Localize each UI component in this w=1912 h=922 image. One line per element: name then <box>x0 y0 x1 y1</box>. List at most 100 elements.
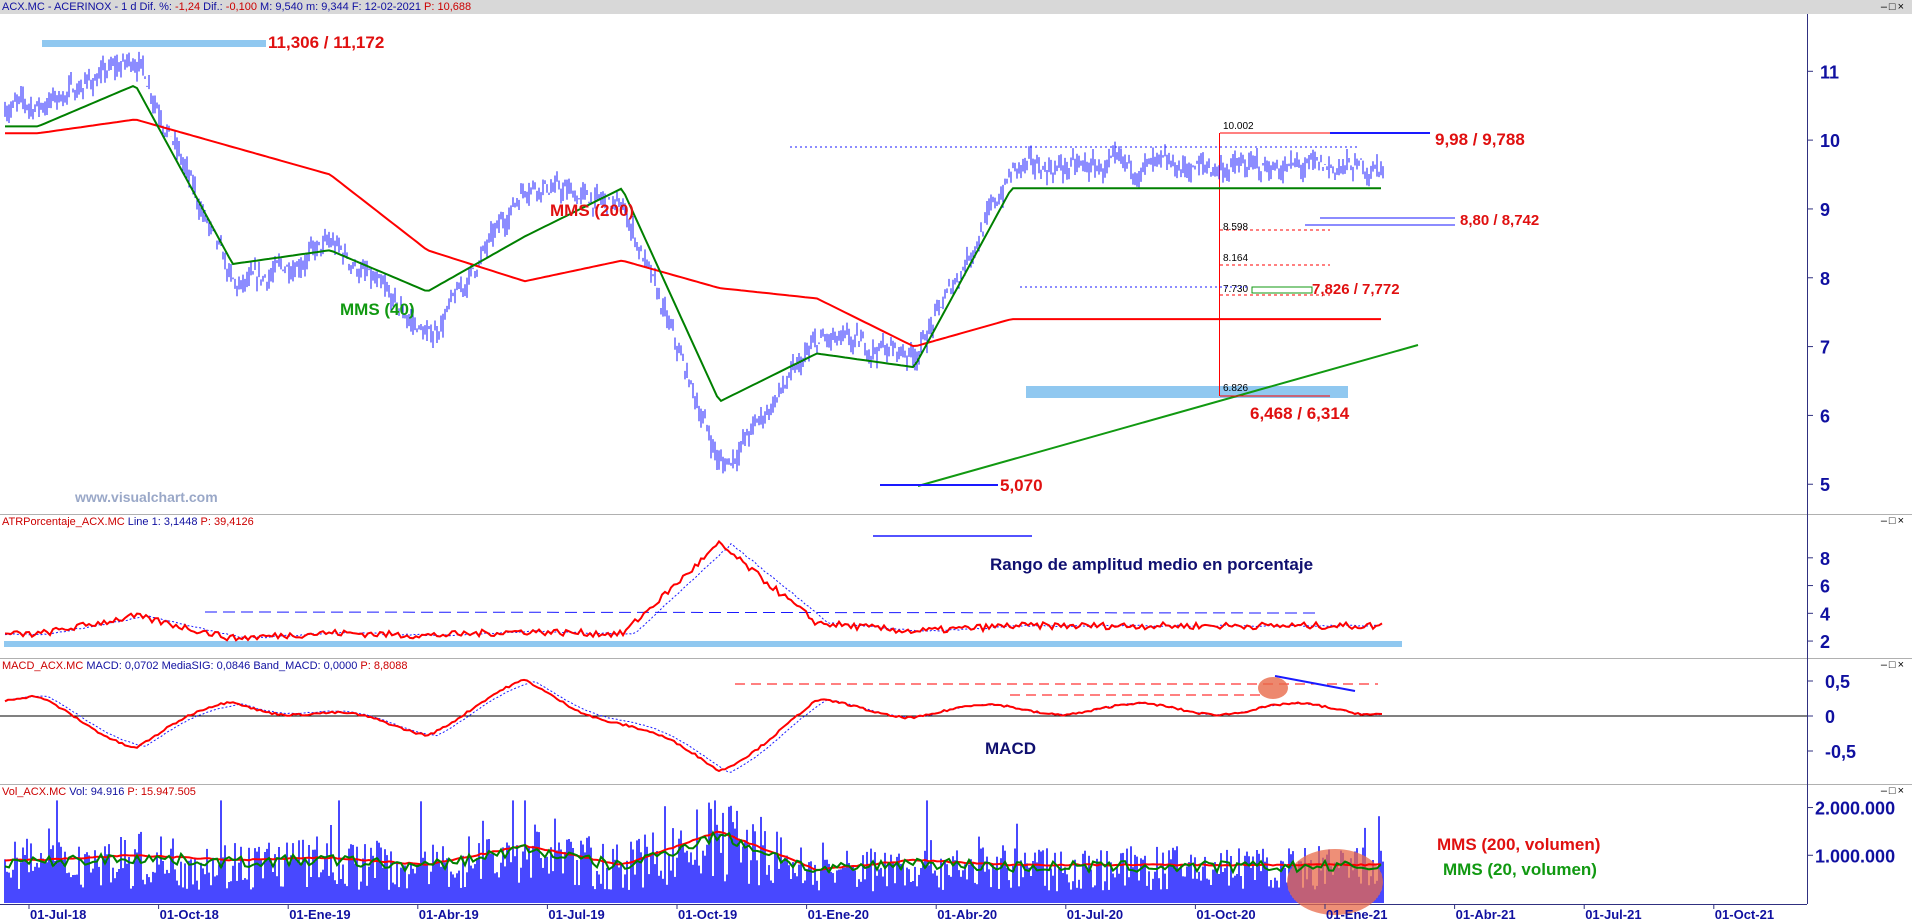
fib-label-top: 10.002 <box>1223 121 1254 132</box>
vol-p-label: P: <box>127 786 138 798</box>
x-tick-label: 01-Abr-21 <box>1456 907 1516 922</box>
macd-line <box>4 678 1383 773</box>
atr-tick-label: 8 <box>1820 549 1830 569</box>
macd-y-axis: 0,5 0 -0,5 <box>1807 672 1856 762</box>
x-tick-label: 01-Oct-21 <box>1715 907 1774 922</box>
macd-label: MACD: <box>86 660 122 672</box>
x-tick-label: 01-Jul-18 <box>30 907 86 922</box>
y-tick-label: 10 <box>1820 131 1840 151</box>
x-tick-label: 01-Abr-19 <box>419 907 479 922</box>
x-axis: 01-Jul-18 01-Oct-18 01-Ene-19 01-Abr-19 01-J… <box>28 904 1774 922</box>
volume-bars <box>4 800 1384 903</box>
atr-annotation: Rango de amplitud medio en porcentaje <box>990 555 1313 574</box>
fibonacci-retracement: 10.002 8.598 8.164 7.730 6.826 <box>1219 121 1330 397</box>
fib-label-3: 7.730 <box>1223 284 1248 295</box>
x-tick-label: 01-Jul-20 <box>1067 907 1123 922</box>
macd-sig-value: 0,0846 <box>216 660 251 672</box>
x-tick-label: 01-Ene-19 <box>289 907 350 922</box>
macd-band-label: Band_MACD: <box>253 660 321 672</box>
macd-panel-header: MACD_ACX.MC MACD: 0,0702 MediaSIG: 0,084… <box>0 659 1800 673</box>
x-tick-label: 01-Oct-18 <box>160 907 219 922</box>
atr-p-value: 39,4126 <box>214 516 254 528</box>
atr-line-value: 3,1448 <box>163 516 198 528</box>
resistance-zone-high <box>42 40 266 47</box>
dif-pct-value: -1,24 <box>175 1 201 13</box>
ascending-trendline <box>917 344 1419 487</box>
label-mms200: MMS (200) <box>550 201 634 220</box>
min-label: m: <box>305 1 319 13</box>
atr-y-axis: 8 6 4 2 <box>1807 549 1830 652</box>
price-value: 10,688 <box>437 1 472 13</box>
macd-tick-label: 0 <box>1825 707 1835 727</box>
label-fib-zone: 7,826 / 7,772 <box>1312 281 1400 298</box>
y-tick-label: 11 <box>1820 62 1839 82</box>
macd-value: 0,0702 <box>124 660 159 672</box>
fib-label-2: 8.164 <box>1223 253 1248 264</box>
mms40-line <box>5 84 1381 403</box>
date-label: F: <box>351 1 362 13</box>
macd-tick-label: 0,5 <box>1825 672 1850 692</box>
macd-annotation: MACD <box>985 739 1036 758</box>
panel-separators <box>0 514 1912 785</box>
min-value: 9,344 <box>321 1 349 13</box>
atr-window-buttons[interactable]: –□× <box>1880 515 1906 527</box>
atr-line-label: Line 1: <box>127 516 161 528</box>
support-zone <box>1026 386 1348 398</box>
atr-p-label: P: <box>200 516 211 528</box>
watermark: www.visualchart.com <box>74 489 218 505</box>
x-tick-label: 01-Ene-20 <box>808 907 869 922</box>
fib-label-bottom: 6.826 <box>1223 383 1248 394</box>
y-tick-label: 8 <box>1820 269 1830 289</box>
x-tick-label: 01-Ene-21 <box>1326 907 1387 922</box>
label-resist: 9,98 / 9,788 <box>1435 130 1525 149</box>
macd-divergence-line <box>1274 675 1356 692</box>
atr-dashed-line <box>204 611 1319 614</box>
macd-highlight <box>1258 677 1288 699</box>
atr-tick-label: 2 <box>1820 632 1830 652</box>
y-tick-label: 7 <box>1820 338 1830 358</box>
vol-label-mms200: MMS (200, volumen) <box>1437 835 1600 854</box>
vol-window-buttons[interactable]: –□× <box>1880 785 1906 797</box>
max-label: M: <box>260 1 273 13</box>
window-buttons[interactable]: –□× <box>1880 1 1906 13</box>
y-tick-label: 5 <box>1820 475 1830 495</box>
main-y-axis: 11 10 9 8 7 6 5 <box>1807 62 1840 495</box>
vol-p-value: 15.947.505 <box>140 786 196 798</box>
x-tick-label: 01-Jul-19 <box>548 907 604 922</box>
macd-band-value: 0,0000 <box>323 660 358 672</box>
label-support-2: 6,468 / 6,314 <box>1250 404 1350 423</box>
fib-label-1: 8.598 <box>1223 222 1248 233</box>
y-tick-label: 9 <box>1820 200 1830 220</box>
label-support-1: 8,80 / 8,742 <box>1460 212 1539 229</box>
dif-label: Dif.: <box>203 1 223 13</box>
macd-tick-label: -0,5 <box>1825 742 1856 762</box>
vol-tick-label: 2.000.000 <box>1815 799 1895 819</box>
atr-base-zone <box>4 641 1402 647</box>
label-low: 5,070 <box>1000 476 1043 495</box>
vol-panel-header: Vol_ACX.MC Vol: 94.916 P: 15.947.505 <box>0 785 1800 799</box>
fib-zone-box <box>1251 286 1313 294</box>
macd-name: MACD_ACX.MC <box>2 660 84 672</box>
vol-tick-label: 1.000.000 <box>1815 846 1895 866</box>
vol-label-mms20: MMS (20, volumen) <box>1443 860 1597 879</box>
macd-p-label: P: <box>360 660 371 672</box>
volume-y-axis: 2.000.000 1.000.000 <box>1807 799 1895 866</box>
volume-mms20-line <box>4 830 1382 875</box>
vol-label: Vol: <box>69 786 88 798</box>
x-tick-label: 01-Oct-19 <box>678 907 737 922</box>
macd-p-value: 8,8088 <box>373 660 408 672</box>
main-panel-header: ACX.MC - ACERINOX - 1 d Dif. %: -1,24 Di… <box>0 0 1912 14</box>
price-label: P: <box>424 1 435 13</box>
vol-name: Vol_ACX.MC <box>2 786 67 798</box>
price-series <box>4 51 1384 474</box>
macd-window-buttons[interactable]: –□× <box>1880 659 1906 671</box>
macd-sig-label: MediaSIG: <box>161 660 214 672</box>
dif-value: -0,100 <box>225 1 257 13</box>
dif-pct-label: Dif. %: <box>139 1 172 13</box>
max-value: 9,540 <box>275 1 303 13</box>
x-tick-label: 01-Oct-20 <box>1196 907 1255 922</box>
atr-tick-label: 4 <box>1820 604 1830 624</box>
x-tick-label: 01-Jul-21 <box>1585 907 1641 922</box>
atr-tick-label: 6 <box>1820 577 1830 597</box>
